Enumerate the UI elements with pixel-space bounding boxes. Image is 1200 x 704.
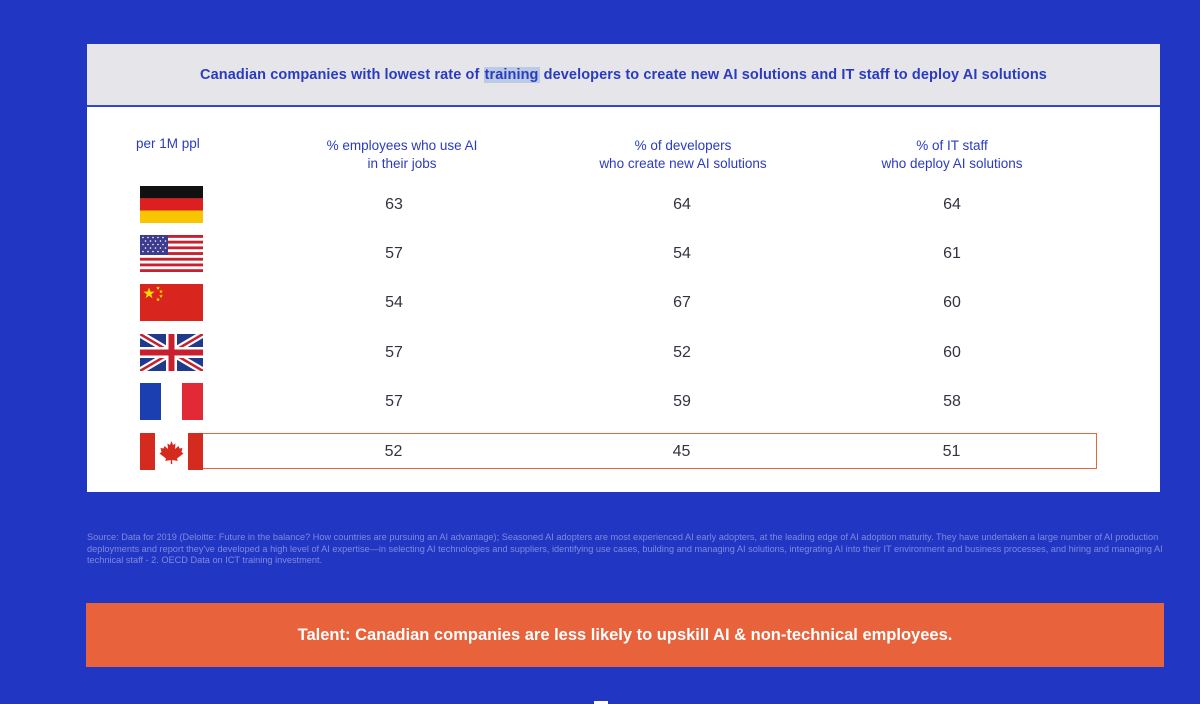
column-header-employees: % employees who use AI in their jobs [326, 138, 478, 171]
banner-text: Talent: Canadian companies are less like… [297, 625, 953, 644]
table-row: 57 52 60 [140, 334, 1097, 371]
it-staff-value: 58 [943, 393, 961, 410]
canada-flag-icon [139, 432, 203, 470]
title-text-end: developers to create new AI solutions an… [539, 66, 1047, 83]
title-highlighted-word: training [483, 66, 540, 83]
table-row-canada-highlighted: 52 45 51 [139, 432, 1097, 470]
it-staff-value: 60 [943, 344, 961, 361]
it-staff-value: 60 [943, 294, 961, 311]
table-row: 54 67 60 [140, 284, 1097, 321]
developers-value: 45 [672, 442, 691, 460]
employees-value: 54 [385, 294, 403, 311]
employees-value: 57 [385, 245, 403, 262]
usa-flag-icon [140, 235, 203, 272]
title-text-start: Canadian companies with lowest rate of [200, 66, 484, 83]
developers-value: 64 [673, 196, 691, 213]
it-staff-value: 51 [942, 442, 961, 460]
column-header-it-staff: % of IT staff who deploy AI solutions [881, 138, 1023, 171]
page-indicator [594, 701, 608, 704]
column-header-developers: % of developers who create new AI soluti… [599, 138, 767, 171]
employees-value: 57 [385, 393, 403, 410]
developers-value: 54 [673, 245, 691, 262]
table-row: 57 54 61 [140, 235, 1097, 272]
column-header-per-1m: per 1M ppl [136, 136, 200, 151]
it-staff-value: 61 [943, 245, 961, 262]
table-row: 57 59 58 [140, 383, 1097, 420]
talent-banner: Talent: Canadian companies are less like… [86, 603, 1164, 667]
developers-value: 67 [673, 294, 691, 311]
table-row: 63 64 64 [140, 186, 1097, 223]
source-note: Source: Data for 2019 (Deloitte: Future … [87, 532, 1163, 565]
data-card: Canadian companies with lowest rate of t… [87, 44, 1160, 492]
developers-value: 52 [673, 344, 691, 361]
uk-flag-icon [140, 334, 203, 371]
card-header: Canadian companies with lowest rate of t… [87, 44, 1160, 107]
developers-value: 59 [673, 393, 691, 410]
employees-value: 52 [384, 442, 403, 460]
it-staff-value: 64 [943, 196, 961, 213]
france-flag-icon [140, 383, 203, 420]
card-title: Canadian companies with lowest rate of t… [200, 66, 1047, 83]
employees-value: 63 [385, 196, 403, 213]
germany-flag-icon [140, 186, 203, 223]
china-flag-icon [140, 284, 203, 321]
employees-value: 57 [385, 344, 403, 361]
